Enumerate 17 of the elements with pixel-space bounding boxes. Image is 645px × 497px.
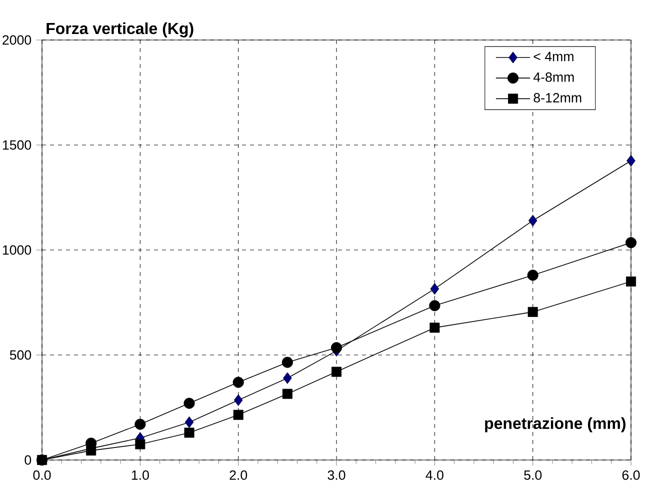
x-tick-label: 2.0 [230, 470, 248, 480]
x-tick-label: 6.0 [622, 470, 640, 480]
y-axis-title: Forza verticale (Kg) [46, 22, 194, 38]
y-tick-label: 2000 [2, 35, 32, 45]
y-tick-label: 1000 [2, 245, 32, 255]
x-tick-label: 0.0 [33, 470, 51, 480]
y-tick-label: 0 [24, 455, 32, 465]
legend-label: < 4mm [534, 52, 574, 62]
x-axis-title: penetrazione (mm) [485, 417, 626, 432]
y-tick-label: 500 [10, 350, 32, 360]
x-tick-label: 5.0 [524, 470, 542, 480]
legend-label: 8-12mm [534, 93, 582, 102]
x-tick-label: 4.0 [426, 470, 444, 480]
x-tick-label: 3.0 [328, 470, 346, 480]
y-tick-label: 1500 [2, 140, 32, 150]
x-tick-label: 1.0 [132, 470, 149, 480]
legend-label: 4-8mm [533, 72, 574, 82]
